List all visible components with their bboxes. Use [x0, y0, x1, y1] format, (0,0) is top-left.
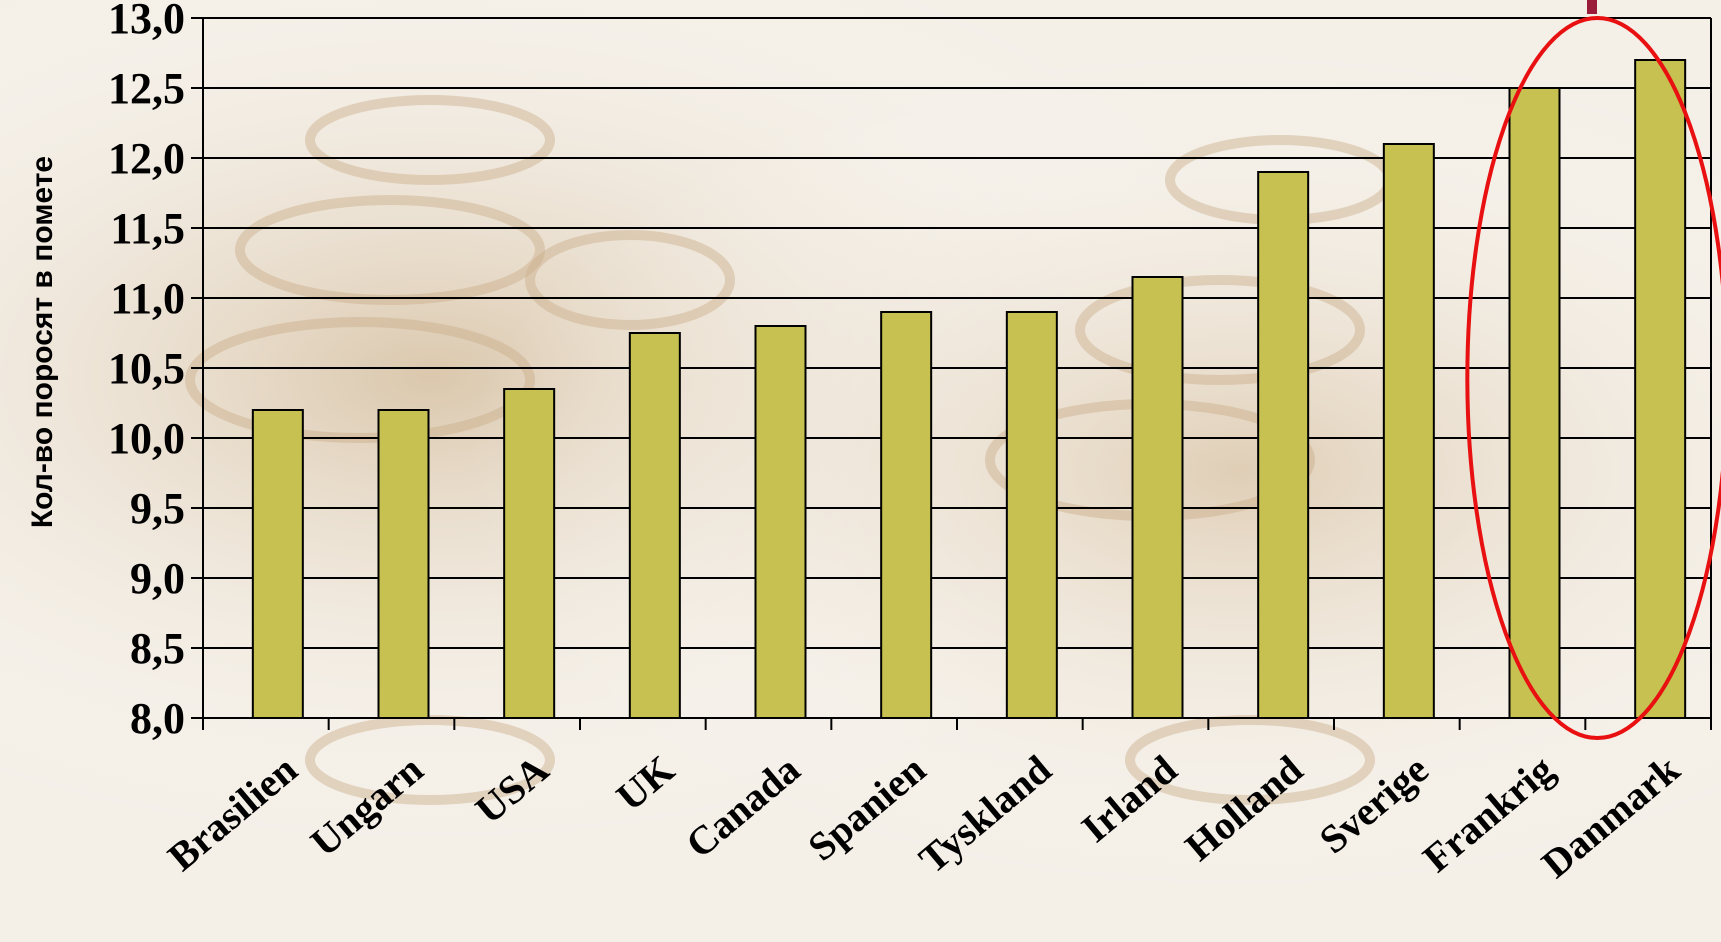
bar-danmark	[1634, 59, 1687, 719]
y-tick-label: 11,5	[110, 204, 185, 253]
y-tick-label: 12,0	[108, 134, 185, 183]
y-tick-label: 9,5	[130, 484, 185, 533]
bar-tyskland	[1005, 311, 1058, 719]
y-tick-label: 11,0	[110, 274, 185, 323]
y-axis-ticks: 8,0 8,5 9,0 9,5 10,0 10,5 11,0 11,5 12,0 12,5 13,0	[108, 0, 203, 743]
bar-ungarn	[377, 409, 430, 719]
y-tick-label: 9,0	[130, 554, 185, 603]
y-axis-label: Кол-во поросят в помете	[26, 156, 59, 528]
bar-spanien	[880, 311, 933, 719]
bars	[251, 59, 1687, 719]
y-tick-label: 10,0	[108, 414, 185, 463]
bar-sverige	[1382, 143, 1435, 719]
bar-brasilien	[251, 409, 304, 719]
partial-title-mark	[1587, 0, 1597, 14]
y-tick-label: 8,5	[130, 624, 185, 673]
highlight-ellipse-shape	[1465, 16, 1721, 740]
bar-frankrig	[1508, 87, 1561, 719]
bar-uk	[628, 332, 681, 719]
y-tick-label: 13,0	[108, 0, 185, 43]
bar-usa	[503, 388, 556, 719]
bar-irland	[1131, 276, 1184, 719]
axes	[202, 17, 1712, 730]
highlight-ellipse	[1465, 16, 1721, 740]
y-tick-label: 8,0	[130, 694, 185, 743]
y-tick-label: 12,5	[108, 64, 185, 113]
bar-holland	[1257, 171, 1310, 719]
y-tick-label: 10,5	[108, 344, 185, 393]
bar-canada	[754, 325, 807, 719]
